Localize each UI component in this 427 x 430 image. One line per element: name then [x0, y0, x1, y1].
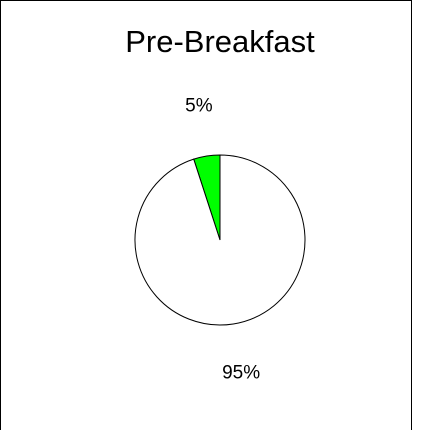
chart-title: Pre-Breakfast — [125, 24, 315, 59]
pie-slice — [134, 154, 306, 326]
data-label: 95% — [222, 362, 260, 383]
data-label: 5% — [185, 96, 213, 117]
